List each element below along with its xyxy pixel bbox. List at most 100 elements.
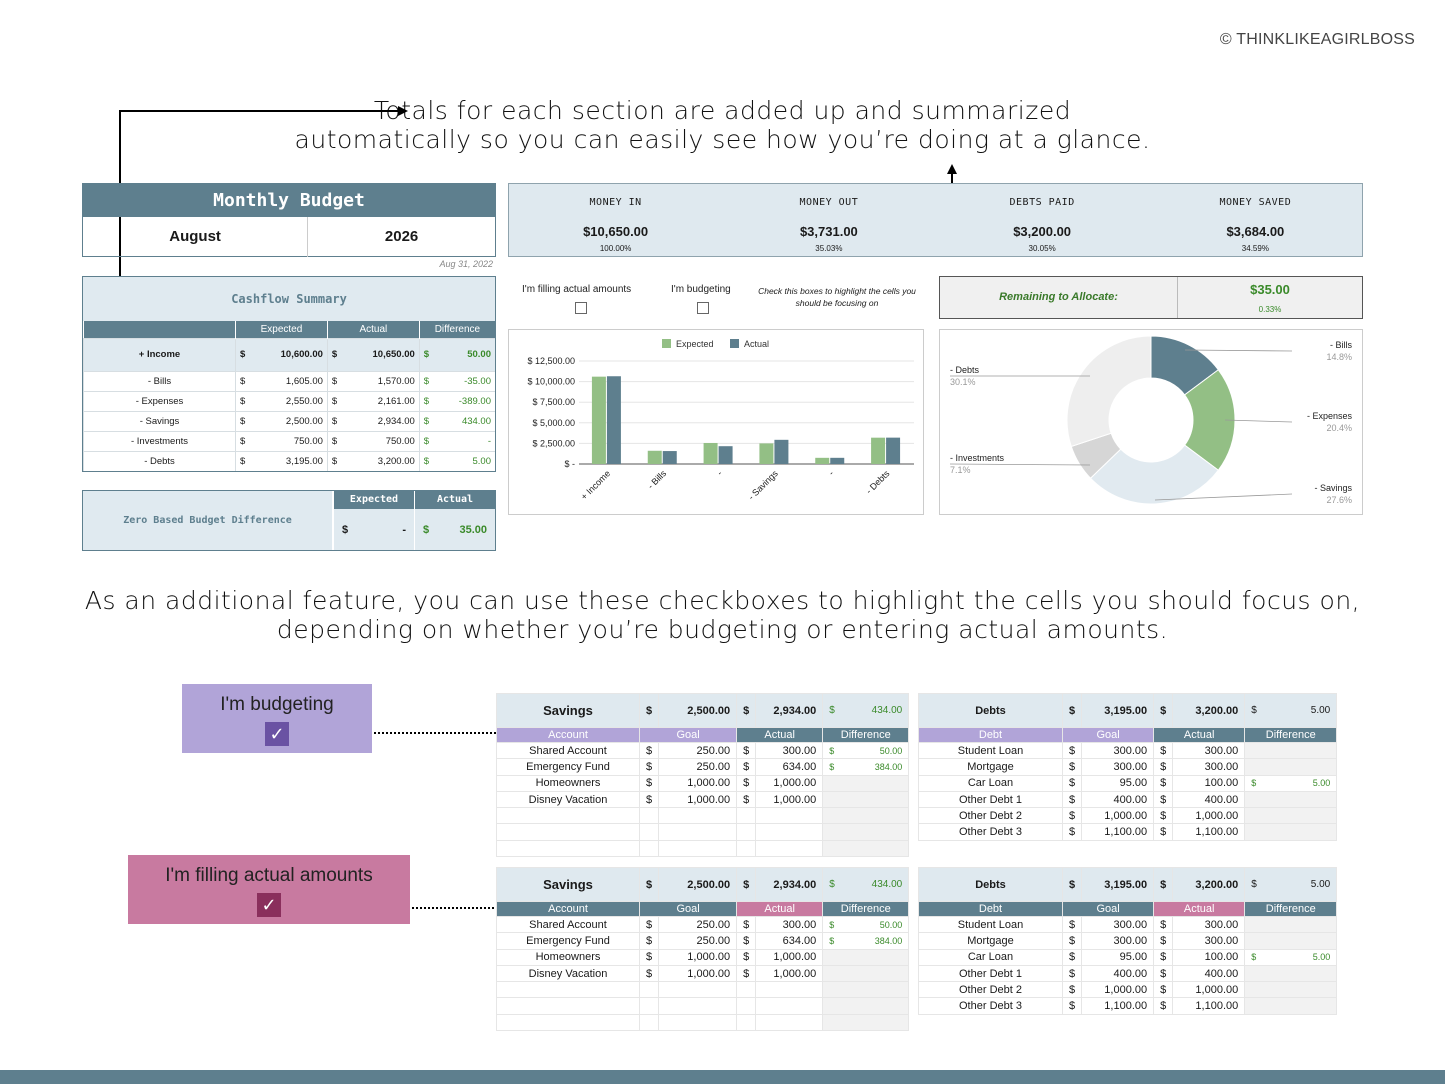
savings-row[interactable]: Disney Vacation $1,000.00 $1,000.00 (496, 790, 910, 809)
zero-based-title: Zero Based Budget Difference (123, 515, 292, 526)
checkbox-note: Check this boxes to highlight the cells … (758, 286, 916, 308)
debts-row-actual: 100.00 (1172, 774, 1246, 792)
empty-cell (638, 823, 660, 841)
leader-line (1224, 419, 1293, 423)
bar-chart: Expected Actual $ 12,500.00 $ 10,000.00 $ 7,… (527, 339, 914, 502)
debts-row[interactable]: Car Loan $95.00 $100.00 $5.00 (918, 948, 1338, 966)
empty-cell (822, 981, 910, 999)
empty-cell (736, 981, 757, 999)
cashflow-diff-value: - (433, 430, 495, 451)
savings-row[interactable] (496, 823, 910, 841)
savings-row[interactable]: Emergency Fund $250.00 $634.00 $384.00 (496, 932, 910, 950)
savings-row[interactable] (496, 981, 910, 999)
donut-chart: - Bills 14.8% - Expenses 20.4% - Savings 27.6… (949, 335, 1352, 505)
empty-cell (496, 1013, 640, 1032)
savings-row[interactable] (496, 839, 910, 858)
debts-row-actual: 300.00 (1172, 741, 1246, 760)
empty-cell (822, 1013, 910, 1032)
debts-row-name: Student Loan (918, 741, 1063, 760)
savings-row-actual: 300.00 (755, 741, 824, 760)
savings-header-2: Actual (736, 901, 824, 917)
savings-row[interactable] (496, 807, 910, 825)
savings-row[interactable]: Shared Account $250.00 $300.00 $50.00 (496, 741, 910, 760)
cashflow-row-label: - Debts (83, 450, 236, 471)
currency-symbol: $ (638, 758, 660, 776)
debts-row-goal: 1,100.00 (1081, 823, 1155, 841)
budgeting-checkbox[interactable] (697, 302, 709, 314)
currency-symbol: $ (1153, 964, 1174, 983)
bar (815, 457, 830, 464)
currency-symbol: $ (1153, 867, 1174, 902)
currency-symbol: $ (1061, 823, 1083, 841)
budgeting-badge: I'm budgeting ✓ (182, 684, 372, 753)
debts-row[interactable]: Mortgage $300.00 $300.00 (918, 758, 1338, 776)
zero-based-expected-label: Expected (333, 491, 414, 509)
debts-row[interactable]: Other Debt 2 $1,000.00 $1,000.00 (918, 981, 1338, 999)
savings-row[interactable]: Homeowners $1,000.00 $1,000.00 (496, 774, 910, 792)
savings-row[interactable] (496, 1013, 910, 1032)
year-cell[interactable]: 2026 (384, 228, 419, 245)
debts-row[interactable]: Other Debt 1 $400.00 $400.00 (918, 964, 1338, 983)
savings-row-goal: 250.00 (658, 741, 738, 760)
currency-symbol: $ (638, 932, 660, 950)
currency-symbol: $ (736, 867, 757, 902)
debts-row[interactable]: Other Debt 3 $1,100.00 $1,100.00 (918, 823, 1338, 841)
debts-row-difference (1244, 823, 1338, 841)
y-tick-label: $ 12,500.00 (527, 356, 575, 366)
debts-row-goal: 400.00 (1081, 964, 1155, 983)
cashflow-expected-value: 750.00 (249, 430, 328, 451)
currency-symbol: $ (829, 705, 835, 716)
debts-row-name: Other Debt 1 (918, 790, 1063, 809)
empty-cell (496, 807, 640, 825)
actual-amounts-checkbox[interactable] (575, 302, 587, 314)
month-cell[interactable]: August (83, 217, 309, 257)
currency-symbol: $ (1061, 915, 1083, 934)
debts-row[interactable]: Other Debt 3 $1,100.00 $1,100.00 (918, 997, 1338, 1015)
empty-cell (755, 981, 824, 999)
savings-row[interactable]: Disney Vacation $1,000.00 $1,000.00 (496, 964, 910, 983)
debts-row[interactable]: Other Debt 1 $400.00 $400.00 (918, 790, 1338, 809)
legend-label: Expected (676, 339, 714, 349)
savings-row[interactable] (496, 997, 910, 1015)
currency-symbol: $ (1251, 879, 1257, 890)
cashflow-diff-value: -389.00 (433, 390, 495, 411)
savings-row[interactable]: Homeowners $1,000.00 $1,000.00 (496, 948, 910, 966)
empty-cell (658, 981, 738, 999)
donut-percent: 27.6% (1326, 495, 1352, 505)
debts-table-actual: Debts $3,195.00 $3,200.00 $5.00 Debt Goal Actu… (918, 867, 1338, 1015)
savings-row-name: Disney Vacation (496, 790, 640, 809)
empty-cell (736, 839, 757, 858)
currency-symbol: $ (736, 915, 757, 934)
debts-row[interactable]: Mortgage $300.00 $300.00 (918, 932, 1338, 950)
debts-row-difference (1244, 997, 1338, 1015)
cashflow-header-blank (83, 321, 236, 338)
legend-swatch (730, 339, 739, 348)
zero-based-actual-value: 35.00 (459, 523, 487, 536)
savings-row-difference (822, 790, 910, 809)
savings-row-actual: 1,000.00 (755, 948, 824, 966)
debts-row[interactable]: Student Loan $300.00 $300.00 (918, 915, 1338, 934)
bar (774, 439, 789, 464)
cashflow-header-expected: Expected (235, 321, 328, 338)
savings-row-goal: 1,000.00 (658, 964, 738, 983)
debts-row[interactable]: Car Loan $95.00 $100.00 $5.00 (918, 774, 1338, 792)
debts-table: Debts $3,195.00 $3,200.00 $5.00 Debt Goal Actu… (918, 867, 1338, 1015)
copyright-text: © THINKLIKEAGIRLBOSS (1219, 31, 1415, 48)
summary-money-in: MONEY IN $10,650.00 100.00% (509, 184, 722, 256)
currency-symbol: $ (418, 370, 434, 391)
debts-row-actual: 1,000.00 (1172, 981, 1246, 999)
legend-label: Actual (744, 339, 769, 349)
empty-cell (496, 839, 640, 858)
donut-label: - Bills (1330, 340, 1352, 350)
donut-percent: 7.1% (950, 465, 971, 475)
savings-row[interactable]: Shared Account $250.00 $300.00 $50.00 (496, 915, 910, 934)
savings-header-1: Goal (638, 727, 738, 743)
debts-row[interactable]: Other Debt 2 $1,000.00 $1,000.00 (918, 807, 1338, 825)
debts-row[interactable]: Student Loan $300.00 $300.00 (918, 741, 1338, 760)
bar (718, 446, 733, 464)
savings-row[interactable]: Emergency Fund $250.00 $634.00 $384.00 (496, 758, 910, 776)
debts-table-budgeting: Debts $3,195.00 $3,200.00 $5.00 Debt Goal Actu… (918, 693, 1338, 841)
bar (886, 437, 901, 464)
cashflow-row: - Debts $3,195.00 $3,200.00 $5.00 (83, 450, 495, 471)
currency-symbol: $ (418, 450, 434, 471)
